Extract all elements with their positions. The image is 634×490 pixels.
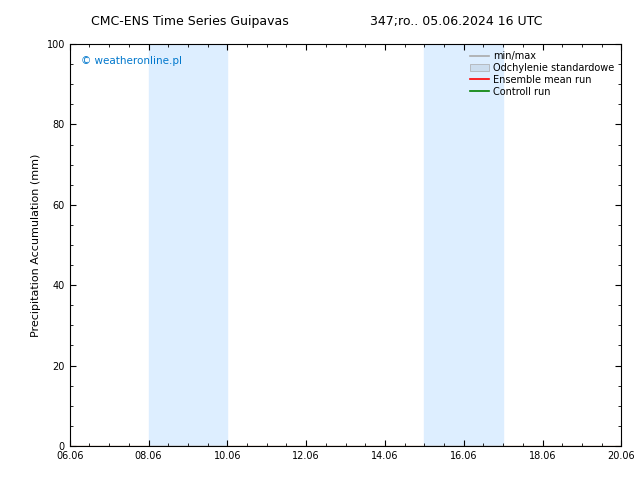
Bar bbox=[424, 44, 503, 446]
Text: © weatheronline.pl: © weatheronline.pl bbox=[81, 56, 182, 66]
Text: CMC-ENS Time Series Guipavas: CMC-ENS Time Series Guipavas bbox=[91, 15, 289, 28]
Legend: min/max, Odchylenie standardowe, Ensemble mean run, Controll run: min/max, Odchylenie standardowe, Ensembl… bbox=[468, 49, 616, 98]
Y-axis label: Precipitation Accumulation (mm): Precipitation Accumulation (mm) bbox=[31, 153, 41, 337]
Bar bbox=[148, 44, 228, 446]
Text: 347;ro.. 05.06.2024 16 UTC: 347;ro.. 05.06.2024 16 UTC bbox=[370, 15, 543, 28]
